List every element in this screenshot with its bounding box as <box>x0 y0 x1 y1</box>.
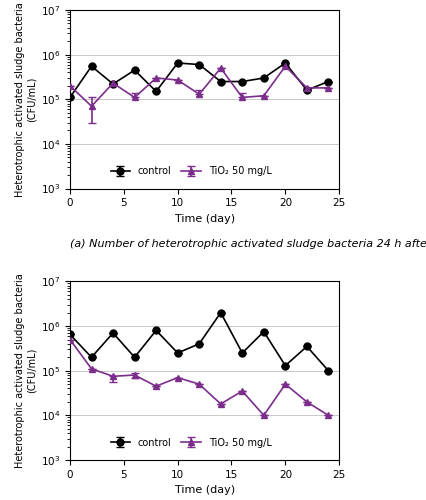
Legend: control, TiO₂ 50 mg/L: control, TiO₂ 50 mg/L <box>106 434 275 452</box>
Y-axis label: Heterotrophic activated sludge bacteria
(CFU/mL): Heterotrophic activated sludge bacteria … <box>15 2 37 196</box>
Text: (a) Number of heterotrophic activated sludge bacteria 24 h after plating: (a) Number of heterotrophic activated sl… <box>70 238 426 248</box>
X-axis label: Time (day): Time (day) <box>174 486 234 496</box>
Legend: control, TiO₂ 50 mg/L: control, TiO₂ 50 mg/L <box>106 162 275 180</box>
X-axis label: Time (day): Time (day) <box>174 214 234 224</box>
Y-axis label: Heterotrophic activated sludge bacteria
(CFU/mL): Heterotrophic activated sludge bacteria … <box>15 274 37 468</box>
